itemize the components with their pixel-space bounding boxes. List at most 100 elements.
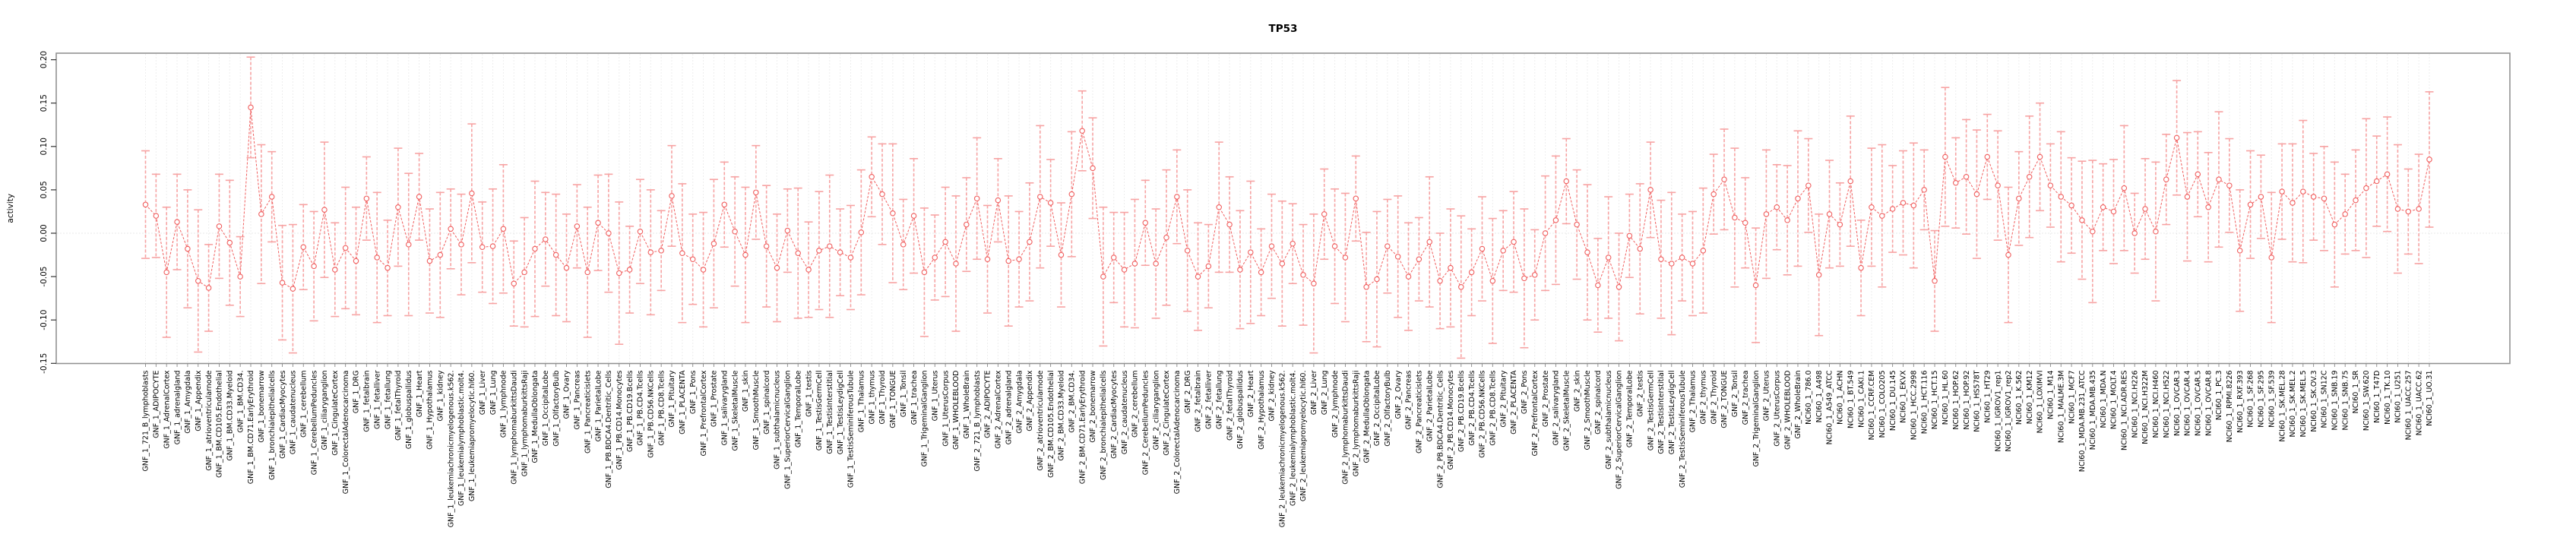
data-point (1742, 220, 1748, 226)
data-point (1153, 261, 1159, 267)
data-point (1531, 272, 1538, 278)
data-point (1290, 240, 1296, 247)
x-tick-label: NCI60_1_MDA.N (2100, 371, 2108, 428)
x-tick-label: GNF_2_ADIPOCYTE (984, 371, 992, 438)
data-point (1700, 248, 1707, 254)
x-tick-label: NCI60_1_SNB.19 (2331, 371, 2340, 431)
x-tick-label: GNF_2_globuspallidus (1236, 370, 1245, 449)
data-point (2300, 188, 2306, 194)
x-tick-label: GNF_2_BM.CD71.EarlyErythroid (1078, 371, 1087, 485)
data-point (900, 242, 907, 248)
data-point (2110, 208, 2117, 215)
data-point (2394, 206, 2401, 212)
data-point (458, 242, 464, 248)
x-tick-label: GNF_1_Tonsil (900, 371, 908, 418)
data-point (637, 228, 644, 235)
x-tick-label: GNF_1_ColorectalAdenocarcinoma (342, 371, 350, 495)
x-tick-label: NCI60_1_HOP.62 (1952, 371, 1960, 430)
data-point (1869, 204, 1875, 210)
x-tick-label: GNF_1_Liver (479, 370, 487, 415)
data-point (552, 251, 559, 258)
y-tick-labels-group: 0.20 0.15 0.10 0.05 0.00 -0.05 -0.10 -0.15 (40, 51, 49, 374)
data-point (973, 195, 980, 202)
x-tick-label: GNF_1_testis (805, 370, 813, 416)
data-point (1331, 243, 1338, 249)
x-tick-label: NCI60_1_SNB.75 (2341, 371, 2350, 431)
x-tick-label: GNF_1_TestisInterstitial (826, 371, 834, 454)
data-point (700, 267, 707, 273)
x-tick-label: GNF_1_cerebellum (299, 371, 308, 438)
data-point (2226, 182, 2233, 188)
x-tick-label: GNF_2_WHOLEBLOOD (1783, 371, 1792, 450)
x-tick-label: GNF_1_fetalliver (373, 370, 381, 429)
data-point (2279, 188, 2285, 194)
x-tick-label: GNF_2_fetalThyroid (1226, 371, 1234, 441)
data-point (858, 229, 865, 235)
x-tick-label: GNF_1_lymphomaburkittsDaudi (510, 371, 518, 485)
x-tick-label: NCI60_1_HCT.116 (1920, 371, 1929, 435)
data-point (321, 207, 328, 213)
data-point (1184, 248, 1191, 254)
data-points-group (142, 104, 2432, 292)
data-point (385, 264, 391, 271)
x-tick-label: NCI60_1_NCI.H226 (2131, 371, 2139, 438)
x-tick-label: GNF_1_adrenalgland (173, 371, 182, 445)
data-point (626, 267, 633, 273)
data-point (1342, 254, 1349, 261)
data-point (1090, 165, 1096, 172)
x-tick-label: GNF_1_BM.CD71.EarlyErythroid (247, 371, 255, 485)
data-point (1195, 273, 1201, 280)
x-tick-label: GNF_1_PB.BDCA4.Dentritic_Cells (605, 370, 613, 488)
x-tick-label: GNF_2_PLACENTA (1510, 370, 1518, 435)
data-point (174, 219, 180, 225)
x-tick-label: GNF_1_PB.CD56.NKCells (647, 370, 656, 457)
data-point (195, 278, 201, 284)
x-tick-label: GNF_2_TONGUE (1720, 371, 1729, 428)
data-point (563, 264, 570, 271)
data-point (1226, 221, 1233, 228)
x-tick-label: GNF_2_CardiacMyocytes (1110, 370, 1119, 458)
data-point (1752, 282, 1759, 289)
x-tick-label: GNF_2_lymphomaburkittsDaudi (1342, 371, 1350, 485)
x-tick-label: NCI60_1_SK.OV.3 (2310, 371, 2318, 432)
data-point (1815, 272, 1822, 278)
x-tick-label: NCI60_1_NCI.ADR.RES (2121, 371, 2129, 450)
data-point (795, 250, 801, 257)
x-tick-label: GNF_1_UterusCorpus (941, 370, 950, 446)
data-point (2005, 251, 2011, 258)
x-tick-label: NCI60_1_SK.MEL.5 (2299, 371, 2308, 438)
x-tick-label: GNF_2_subthalamicnucleus (1605, 370, 1613, 469)
y-tick-label: -0.15 (40, 353, 49, 374)
x-tick-label: GNF_2_SkeletalMuscle (1562, 370, 1571, 450)
data-point (1353, 195, 1359, 202)
data-point (226, 239, 233, 246)
x-tick-label: GNF_2_Pancreas (1405, 370, 1413, 429)
data-point (1805, 182, 1812, 188)
data-point (2405, 208, 2412, 215)
data-point (2163, 176, 2169, 182)
data-point (1068, 191, 1075, 198)
data-point (2142, 206, 2148, 212)
x-tick-label: GNF_1_lymphomaburkittsRaji (521, 371, 529, 477)
x-tick-label: NCI60_1_SF.295 (2258, 371, 2266, 428)
data-point (2184, 194, 2191, 200)
data-point (1279, 261, 1286, 267)
data-point (1005, 258, 1011, 264)
data-point (1500, 248, 1506, 254)
data-point (816, 248, 822, 254)
x-tick-label: GNF_2_ParietalLobe (1426, 370, 1434, 441)
data-point (679, 250, 685, 257)
data-point (2079, 217, 2085, 223)
x-tick-label: GNF_2_BM.CD33.Myeloid (1058, 371, 1066, 461)
x-tick-label: GNF_2_TemporalLobe (1626, 370, 1635, 447)
data-point (1837, 221, 1843, 228)
x-tick-label: GNF_1_salivarygland (720, 371, 729, 446)
data-point (2416, 206, 2422, 212)
x-tick-label: GNF_2_DRG (1184, 371, 1192, 414)
x-tick-label: GNF_2_BM.CD34. (1068, 371, 1077, 433)
data-point (1468, 269, 1475, 276)
x-tick-label: GNF_1_leukemiachronicmyelogenous.k562. (447, 371, 455, 528)
data-point (2016, 195, 2022, 202)
